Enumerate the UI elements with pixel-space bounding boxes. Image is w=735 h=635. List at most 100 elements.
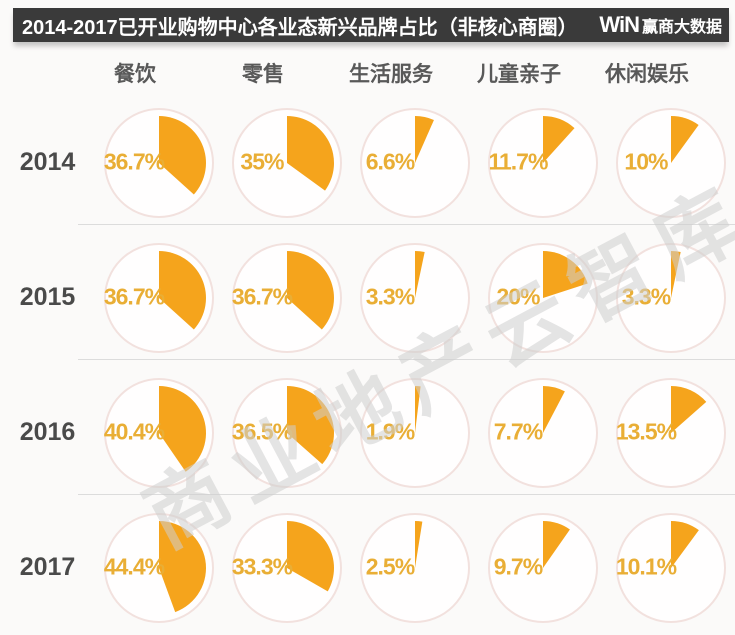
pie-wedge (287, 520, 334, 591)
year-label: 2014 (19, 148, 76, 176)
pie-chart-svg (360, 107, 470, 218)
row-separator (78, 494, 735, 495)
pie-value-label: 10% (624, 147, 668, 174)
pie-wedge (159, 385, 207, 472)
pie-chart-svg (232, 242, 342, 353)
pie-value-label: 3.3% (365, 282, 415, 309)
category-header-row: 餐饮 零售 生活服务 儿童亲子 休闲娱乐 (0, 58, 735, 88)
row-separator (78, 224, 735, 225)
pie-wedge (159, 250, 206, 330)
pie-value-label: 13.5% (615, 417, 677, 444)
category-label-5: 休闲娱乐 (605, 63, 689, 86)
pie-wedge (415, 385, 421, 433)
category-label-1: 餐饮 (114, 63, 156, 86)
category-label-4: 儿童亲子 (477, 63, 561, 86)
pie-2015-休闲娱乐: 3.3% (615, 242, 727, 354)
pie-wedge (543, 250, 588, 298)
pie-2015-儿童亲子: 20% (487, 242, 599, 354)
pie-chart-svg (488, 107, 598, 218)
pie-value-label: 33.3% (231, 552, 293, 579)
pie-wedge (671, 115, 699, 163)
pie-2015-餐饮: 36.7% (103, 242, 215, 354)
pie-wedge (671, 520, 699, 568)
pie-2016-儿童亲子: 7.7% (487, 377, 599, 489)
infographic-page: { "header": { "title": "2014-2017已开业购物中心… (0, 8, 735, 623)
pie-2017-休闲娱乐: 10.1% (615, 512, 727, 624)
year-row-2016: 2016 40.4% 36.5% 1.9% 7.7% 13.5% (0, 365, 735, 500)
pie-wedge (415, 250, 425, 298)
pie-value-label: 9.7% (493, 552, 543, 579)
pie-wedge (543, 385, 565, 433)
pie-value-label: 20% (496, 282, 540, 309)
pie-chart-svg (104, 107, 214, 218)
pie-chart-svg (488, 377, 598, 488)
pie-2017-生活服务: 2.5% (359, 512, 471, 624)
pie-grid: 2014 36.7% 35% 6.6% 11.7% 10% 2015 36.7% 36.7% 3.… (0, 95, 735, 635)
pie-2015-生活服务: 3.3% (359, 242, 471, 354)
pie-value-label: 3.3% (621, 282, 671, 309)
pie-2016-零售: 36.5% (231, 377, 343, 489)
pie-chart-svg (360, 377, 470, 488)
pie-value-label: 10.1% (615, 552, 677, 579)
pie-value-label: 36.7% (103, 147, 165, 174)
pie-chart-svg (616, 107, 726, 218)
year-row-2017: 2017 44.4% 33.3% 2.5% 9.7% 10.1% (0, 500, 735, 635)
pie-chart-svg (232, 107, 342, 218)
pie-2014-餐饮: 36.7% (103, 107, 215, 219)
brand-logo: WiN 赢商大数据 (599, 14, 729, 36)
pie-2016-餐饮: 40.4% (103, 377, 215, 489)
pie-wedge (415, 115, 434, 163)
pie-2014-零售: 35% (231, 107, 343, 219)
pie-chart-svg (232, 512, 342, 623)
pie-wedge (671, 250, 681, 298)
pie-chart-svg (104, 377, 214, 488)
pie-chart-svg (360, 512, 470, 623)
pie-2016-休闲娱乐: 13.5% (615, 377, 727, 489)
pie-value-label: 6.6% (365, 147, 415, 174)
pie-value-label: 11.7% (488, 147, 548, 174)
pie-2014-儿童亲子: 11.7% (487, 107, 599, 219)
pie-value-label: 36.7% (103, 282, 165, 309)
pie-2017-零售: 33.3% (231, 512, 343, 624)
pie-wedge (543, 115, 575, 163)
pie-2014-生活服务: 6.6% (359, 107, 471, 219)
pie-value-label: 36.5% (231, 417, 293, 444)
pie-chart-svg (232, 377, 342, 488)
pie-chart-svg (360, 242, 470, 353)
year-label: 2017 (19, 553, 76, 581)
category-label-2: 零售 (242, 63, 284, 86)
pie-chart-svg (616, 242, 726, 353)
pie-chart-svg (616, 512, 726, 623)
pie-chart-svg (616, 377, 726, 488)
pie-wedge (287, 385, 335, 464)
pie-chart-svg (104, 512, 214, 623)
win-logo-icon: WiN (599, 12, 640, 37)
pie-value-label: 2.5% (365, 552, 415, 579)
title-bar: 2014-2017已开业购物中心各业态新兴品牌占比（非核心商圈） WiN 赢商大… (13, 8, 729, 42)
category-label-3: 生活服务 (349, 63, 433, 86)
pie-2014-休闲娱乐: 10% (615, 107, 727, 219)
year-row-2015: 2015 36.7% 36.7% 3.3% 20% 3.3% (0, 230, 735, 365)
pie-2015-零售: 36.7% (231, 242, 343, 354)
pie-wedge (159, 520, 207, 612)
brand-logo-text: 赢商大数据 (641, 19, 722, 36)
row-separator (78, 359, 735, 360)
pie-2016-生活服务: 1.9% (359, 377, 471, 489)
pie-chart-svg (104, 242, 214, 353)
pie-2017-儿童亲子: 9.7% (487, 512, 599, 624)
year-row-2014: 2014 36.7% 35% 6.6% 11.7% 10% (0, 95, 735, 230)
pie-chart-svg (488, 242, 598, 353)
pie-value-label: 35% (240, 147, 284, 174)
pie-wedge (543, 520, 570, 568)
pie-value-label: 40.4% (103, 417, 165, 444)
pie-wedge (415, 520, 423, 568)
pie-value-label: 1.9% (365, 417, 415, 444)
pie-wedge (287, 250, 334, 330)
pie-value-label: 7.7% (493, 417, 543, 444)
year-label: 2015 (19, 283, 76, 311)
pie-2017-餐饮: 44.4% (103, 512, 215, 624)
pie-value-label: 36.7% (231, 282, 293, 309)
pie-value-label: 44.4% (103, 552, 165, 579)
pie-wedge (159, 115, 206, 195)
page-title: 2014-2017已开业购物中心各业态新兴品牌占比（非核心商圈） (22, 16, 578, 39)
